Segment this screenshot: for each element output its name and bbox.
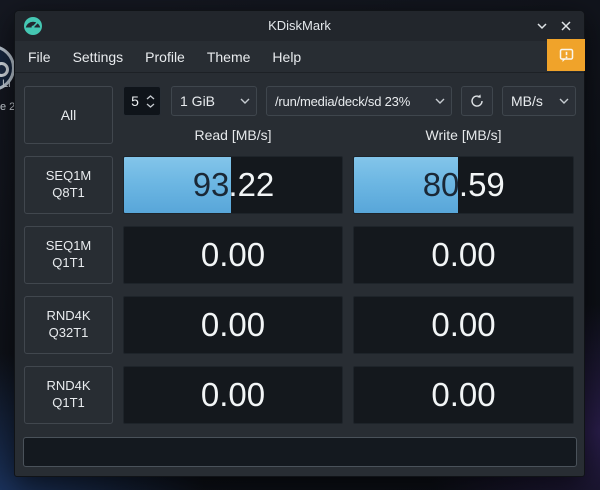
refresh-drives-button[interactable] <box>461 86 493 116</box>
menu-profile[interactable]: Profile <box>145 48 185 65</box>
status-message-field[interactable] <box>23 437 577 467</box>
menubar: File Settings Profile Theme Help <box>15 41 584 73</box>
write-progress-bar: 80.59 <box>354 157 459 213</box>
report-bug-button[interactable] <box>547 39 585 71</box>
menu-settings[interactable]: Settings <box>72 48 124 65</box>
read-result-cell: 0.00 0.00 <box>123 366 343 424</box>
loop-count-spinner[interactable]: 5 <box>123 86 161 116</box>
read-result-cell: 93.22 93.22 <box>123 156 343 214</box>
kdiskmark-window: KDiskMark File Settings Profile Theme He… <box>14 10 585 477</box>
feedback-bubble-icon <box>559 48 573 62</box>
write-column-header: Write [MB/s] <box>425 127 502 143</box>
run-all-button[interactable]: All <box>24 86 113 144</box>
chevron-down-icon <box>435 98 445 104</box>
write-result-cell: 80.59 80.59 <box>353 156 574 214</box>
titlebar[interactable]: KDiskMark <box>15 11 584 41</box>
target-drive-dropdown[interactable]: /run/media/deck/sd 23% <box>266 86 452 116</box>
test-button-seq1m-q1t1[interactable]: SEQ1M Q1T1 <box>24 226 113 284</box>
loop-count-value: 5 <box>131 93 139 109</box>
window-title: KDiskMark <box>268 18 331 33</box>
chevron-down-icon <box>240 98 250 104</box>
test-button-rnd4k-q32t1[interactable]: RND4K Q32T1 <box>24 296 113 354</box>
minimize-icon[interactable] <box>535 19 549 33</box>
desktop-label-fragment: e 2 <box>0 101 16 113</box>
test-button-rnd4k-q1t1[interactable]: RND4K Q1T1 <box>24 366 113 424</box>
spin-up-icon[interactable] <box>146 94 155 100</box>
unit-dropdown[interactable]: MB/s <box>502 86 576 116</box>
close-icon[interactable] <box>559 19 573 33</box>
write-result-cell: 0.00 0.00 <box>353 366 574 424</box>
write-result-cell: 0.00 0.00 <box>353 226 574 284</box>
menu-help[interactable]: Help <box>272 48 302 65</box>
desktop-label-fragment: Li <box>2 78 11 90</box>
write-result-cell: 0.00 0.00 <box>353 296 574 354</box>
chevron-down-icon <box>559 98 569 104</box>
read-result-cell: 0.00 0.00 <box>123 296 343 354</box>
read-result-cell: 0.00 0.00 <box>123 226 343 284</box>
test-button-seq1m-q8t1[interactable]: SEQ1M Q8T1 <box>24 156 113 214</box>
menu-file[interactable]: File <box>28 48 51 65</box>
block-size-dropdown[interactable]: 1 GiB <box>171 86 257 116</box>
spin-down-icon[interactable] <box>146 103 155 108</box>
kdiskmark-app-icon[interactable] <box>23 16 43 36</box>
read-progress-bar: 93.22 <box>124 157 232 213</box>
refresh-icon <box>471 94 483 107</box>
menu-theme[interactable]: Theme <box>206 48 251 65</box>
read-column-header: Read [MB/s] <box>194 127 272 143</box>
steam-logo-inner-icon <box>0 62 9 77</box>
